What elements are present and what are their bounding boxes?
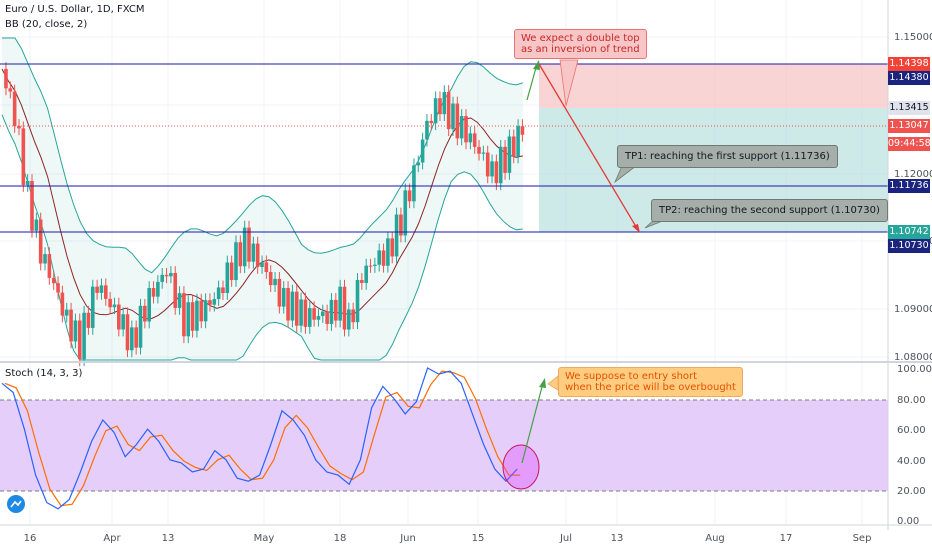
callout-double-top[interactable]: We expect a double top as an inversion o… (514, 29, 647, 59)
time-tick-label: 15 (472, 533, 485, 544)
stoch-axis[interactable]: 100.00 80.00 60.00 40.00 20.00 0.00 (897, 364, 932, 527)
time-tick-label: Apr (103, 533, 121, 544)
up-arrow-price (526, 63, 538, 101)
price-tick-label: 1.09000 (894, 304, 932, 315)
stoch-tick-label: 100.00 (897, 364, 932, 375)
price-badge: 1.10742 (888, 225, 930, 239)
callout-double-top-pointer (559, 59, 579, 107)
time-tick-label: Aug (705, 533, 725, 544)
down-arrow-price (538, 63, 639, 231)
stoch-band-fill (0, 400, 888, 491)
stoch-tick-label: 60.00 (897, 425, 926, 436)
callout-tp2[interactable]: TP2: reaching the second support (1.1073… (651, 199, 888, 222)
down-arrow-price-head (632, 224, 640, 233)
callout-double-top-line-2: as an inversion of trend (521, 44, 640, 55)
up-arrow-stoch-head (539, 378, 546, 388)
stoch-tick-label: 40.00 (897, 456, 926, 467)
time-tick-label: 13 (611, 533, 624, 544)
time-tick-label: 13 (162, 533, 175, 544)
time-tick-label: 16 (24, 533, 37, 544)
bollinger-legend[interactable]: BB (20, close, 2) (5, 19, 88, 30)
time-tick-label: 18 (334, 533, 347, 544)
callout-entry-line-2: when the price will be overbought (565, 382, 736, 393)
callout-entry[interactable]: We suppose to entry short when the price… (558, 367, 743, 397)
stoch-legend[interactable]: Stoch (14, 3, 3) (5, 368, 83, 379)
tradingview-logo-icon[interactable] (7, 495, 25, 513)
up-arrow-price-head (533, 60, 540, 70)
up-arrow-stoch (521, 382, 544, 464)
callout-tp2-text: TP2: reaching the second support (1.1073… (659, 205, 880, 216)
price-badge: 1.11736 (888, 179, 930, 193)
time-tick-label: May (254, 533, 275, 544)
price-badge: 09:44:58 (888, 137, 931, 151)
price-badge: 1.10730 (888, 239, 930, 253)
stoch-k-line (1, 367, 518, 510)
time-tick-label: Jun (399, 533, 416, 544)
symbol-legend[interactable]: Euro / U.S. Dollar, 1D, FXCM (5, 4, 145, 15)
stoch-tick-label: 20.00 (897, 486, 926, 497)
stoch-tick-label: 80.00 (897, 395, 926, 406)
price-tick-label: 1.08000 (894, 352, 932, 363)
callout-entry-line-1: We suppose to entry short (565, 371, 698, 382)
callout-entry-pointer (547, 375, 559, 391)
time-axis[interactable]: 16 Apr 13 May 18 Jun 15 Jul 13 Aug 17 Sep (24, 533, 872, 544)
stop-loss-zone[interactable] (539, 64, 888, 108)
price-tick-label: 1.12000 (894, 169, 932, 180)
oversold-highlight-circle[interactable] (502, 444, 540, 490)
time-tick-label: 17 (780, 533, 793, 544)
candlesticks (4, 62, 525, 367)
price-badge: 1.14380 (888, 71, 930, 85)
stoch-tick-label: 0.00 (897, 516, 919, 527)
callout-tp1[interactable]: TP1: reaching the first support (1.11736… (617, 145, 838, 168)
time-tick-label: Sep (853, 533, 872, 544)
callout-tp1-text: TP1: reaching the first support (1.11736… (625, 151, 830, 162)
price-badge: 1.13047 (888, 119, 930, 133)
time-tick-label: Jul (559, 533, 572, 544)
price-tick-label: 1.15000 (894, 32, 932, 43)
bollinger-lower-band (1, 114, 523, 361)
callout-double-top-line-1: We expect a double top (521, 33, 640, 44)
bollinger-band-fill (2, 38, 523, 360)
price-badge: 1.13415 (888, 101, 930, 115)
stoch-d-line (4, 370, 521, 507)
price-badge: 1.14398 (888, 57, 930, 71)
